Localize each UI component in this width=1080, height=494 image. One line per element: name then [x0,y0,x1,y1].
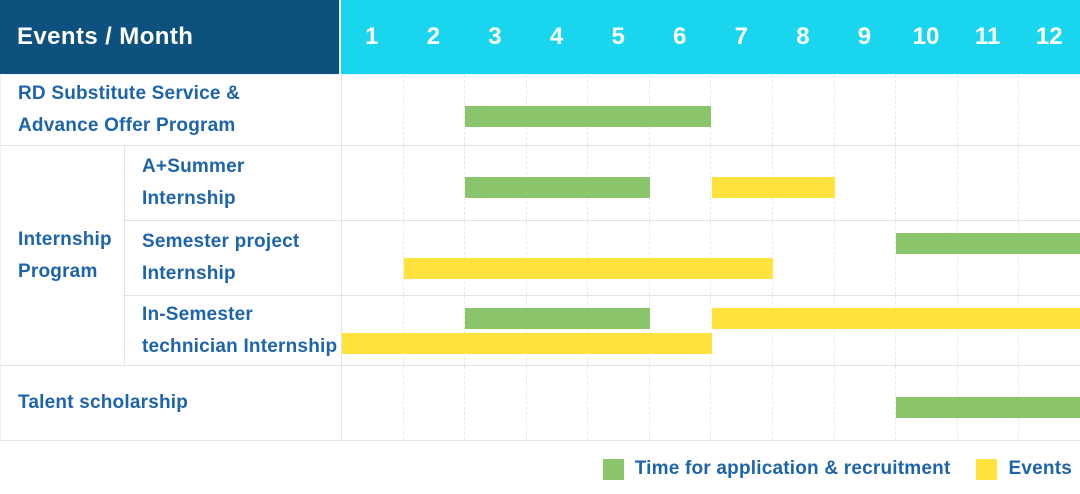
month-grid-cell [465,366,527,440]
application-recruitment-bar [896,397,1080,418]
month-grid-cell [711,75,774,145]
month-grid-cell [342,221,404,295]
month-label: 7 [734,23,748,50]
row-label-line: A+Summer [142,156,245,177]
month-grid-cell [1019,146,1080,220]
month-grid-cell [527,366,589,440]
month-label: 11 [974,23,1001,50]
row-label-line: Talent scholarship [18,392,189,413]
row-label-semester-project-internship: Semester project Internship [125,221,342,296]
month-grid-cell [896,146,958,220]
month-grid-cell [342,296,404,365]
row-chart-in-semester-technician-internship [342,296,1080,366]
group-label-line: Program [18,260,98,282]
month-grid-cell [1019,75,1080,145]
month-grid-cell [835,75,897,145]
row-chart-semester-project-internship [342,221,1080,296]
month-grid-cell [404,146,466,220]
month-grid-cell [896,296,958,365]
month-label: 3 [488,23,502,50]
month-grid-cell [773,75,835,145]
month-grid-cell [958,146,1020,220]
gantt-schedule-table: Events / Month 1 2 3 4 5 6 7 8 9 10 11 12 RD Substi… [0,0,1080,441]
application-recruitment-bar [465,106,712,127]
month-grid-cell [588,366,650,440]
month-grid-cell [404,75,466,145]
row-chart-rd-substitute-service [342,75,1080,146]
month-header: 1 2 3 4 5 6 7 8 9 10 11 12 [341,0,1080,74]
row-label-line: Internship [142,188,236,209]
event-bar [711,177,835,198]
month-grid-cell [527,296,589,365]
month-grid-cell [465,296,527,365]
month-grid-cell [773,221,835,295]
month-grid-cell [342,146,404,220]
month-grid-cell [835,366,897,440]
month-label: 4 [549,23,564,50]
row-label-line: Semester project [142,231,300,252]
legend-swatch-events-yellow [976,458,998,480]
month-grid-cell [773,296,835,365]
row-label-a-plus-summer-internship: A+Summer Internship [125,146,342,221]
row-label-rd-substitute-service: RD Substitute Service & Advance Offer Pr… [1,75,342,146]
month-grid-cell [896,221,958,295]
month-grid-cell [835,296,897,365]
month-grid-cell [773,366,835,440]
month-grid-cell [896,75,958,145]
event-bar [403,258,774,279]
legend-swatch-application-green [602,458,624,480]
month-label: 9 [857,23,872,50]
month-grid-cell [342,75,404,145]
month-grid-cell [650,146,712,220]
application-recruitment-bar [465,177,650,198]
month-label: 12 [1035,23,1063,50]
event-bar [342,333,712,354]
month-grid-cell [835,221,897,295]
group-label-line: Internship [18,228,112,250]
month-grid-cell [1019,296,1080,365]
row-label-line: technician Internship [142,335,338,357]
month-grid-cell [958,296,1020,365]
row-label-line: In-Semester [142,303,253,325]
month-label: 5 [611,23,625,50]
month-label: 2 [426,23,441,50]
month-grid-cell [404,296,466,365]
application-recruitment-bar [465,308,650,329]
month-grid-cell [650,296,712,365]
month-grid-cell [650,366,712,440]
month-label: 6 [673,23,687,50]
month-grid-cell [835,146,897,220]
application-recruitment-bar [896,233,1080,254]
legend: Time for application & recruitment Event… [0,458,1080,480]
table-header-row: Events / Month 1 2 3 4 5 6 7 8 9 10 11 12 [0,0,1080,74]
month-grid-cell [711,296,774,365]
month-label: 1 [365,23,379,50]
month-grid-cell [958,75,1020,145]
month-grid-cell [711,366,774,440]
month-grid-cell [342,366,404,440]
row-label-line: Advance Offer Program [18,115,236,136]
month-label: 8 [796,23,810,50]
month-label: 10 [912,23,940,50]
month-grid-cell [588,296,650,365]
group-label-internship-program: Internship Program [1,146,125,366]
row-chart-a-plus-summer-internship [342,146,1080,221]
row-label-line: Internship [142,263,236,284]
row-label-in-semester-technician-internship: In-Semester technician Internship [125,296,342,366]
row-chart-talent-scholarship [342,366,1080,441]
row-label-line: RD Substitute Service & [18,83,241,104]
table-body: RD Substitute Service & Advance Offer Pr… [0,74,1080,441]
row-label-talent-scholarship: Talent scholarship [1,366,342,441]
event-bar [711,308,1080,329]
legend-label-events: Events [1008,458,1072,479]
legend-label-application: Time for application & recruitment [634,458,951,479]
events-month-header: Events / Month [0,0,341,74]
month-grid-cell [404,366,466,440]
month-grid-cell [958,221,1020,295]
